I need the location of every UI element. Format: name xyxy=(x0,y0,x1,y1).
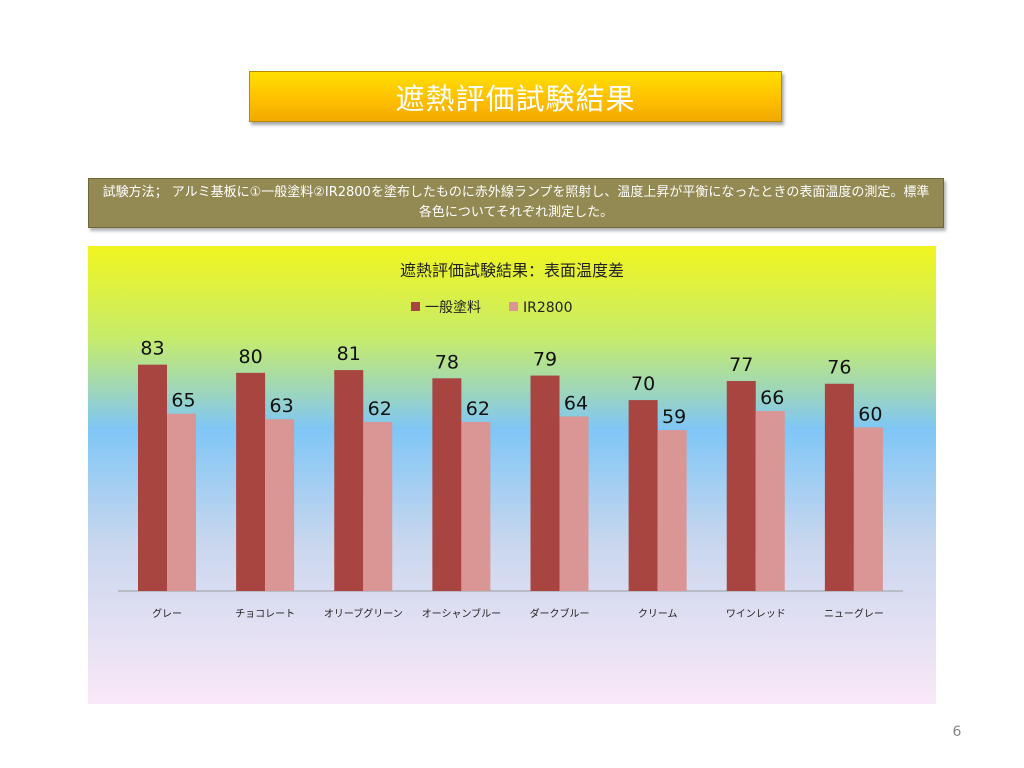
data-label-2-8: 60 xyxy=(858,403,882,425)
bar-1-4 xyxy=(432,378,462,591)
legend-swatch-2 xyxy=(509,302,518,311)
legend-label-1: 一般塗料 xyxy=(425,299,481,316)
category-label-4: オーシャンブルー xyxy=(422,607,502,620)
data-label-1-5: 79 xyxy=(533,349,557,371)
legend-label-2: IR2800 xyxy=(523,300,573,316)
bar-2-1 xyxy=(167,413,196,591)
category-label-1: グレー xyxy=(152,607,182,620)
bar-2-3 xyxy=(363,421,393,591)
data-label-2-6: 59 xyxy=(662,406,686,428)
bar-1-3 xyxy=(334,370,364,591)
bar-2-5 xyxy=(559,416,589,591)
bar-2-2 xyxy=(265,419,295,591)
bar-1-1 xyxy=(138,364,167,591)
bar-1-8 xyxy=(824,383,854,591)
category-label-2: チョコレート xyxy=(235,608,295,620)
category-label-8: ニューグレー xyxy=(824,607,884,620)
data-label-1-7: 77 xyxy=(729,354,753,376)
category-label-3: オリーブグリーン xyxy=(324,607,403,620)
test-method-box: 試験方法； アルミ基板に①一般塗料②IR2800を塗布したものに赤外線ランプを照… xyxy=(88,178,944,228)
bar-2-8 xyxy=(853,427,883,591)
bar-2-6 xyxy=(657,430,687,591)
category-label-7: ワインレッド xyxy=(726,609,786,620)
bar-1-2 xyxy=(236,372,266,591)
bar-2-4 xyxy=(461,421,491,591)
data-label-1-4: 78 xyxy=(435,351,459,373)
slide-title-box: 遮熱評価試験結果 xyxy=(249,71,782,122)
category-label-5: ダークブルー xyxy=(530,607,590,620)
test-method-text: 試験方法； アルミ基板に①一般塗料②IR2800を塗布したものに赤外線ランプを照… xyxy=(102,185,930,220)
slide-title: 遮熱評価試験結果 xyxy=(395,81,636,116)
data-label-1-8: 76 xyxy=(827,357,851,379)
data-label-1-2: 80 xyxy=(239,346,263,368)
page-number: 6 xyxy=(952,724,962,740)
legend-swatch-1 xyxy=(411,302,420,311)
data-label-2-5: 64 xyxy=(564,392,588,414)
chart-area: 遮熱評価試験結果：表面温度差一般塗料 IR2800 83 65 グレー 80 63 チョコレー… xyxy=(88,246,936,704)
data-label-2-2: 63 xyxy=(270,395,294,417)
data-label-1-3: 81 xyxy=(337,343,361,365)
data-label-2-4: 62 xyxy=(466,398,490,420)
chart-title: 遮熱評価試験結果：表面温度差 xyxy=(400,261,624,280)
category-label-6: クリーム xyxy=(638,608,678,620)
data-label-2-1: 65 xyxy=(171,390,195,412)
data-label-2-3: 62 xyxy=(368,398,392,420)
data-label-1-1: 83 xyxy=(140,338,164,360)
bar-1-5 xyxy=(530,375,560,591)
data-label-1-6: 70 xyxy=(631,373,655,395)
bar-1-6 xyxy=(628,400,658,591)
bar-1-7 xyxy=(726,381,756,591)
bar-2-7 xyxy=(755,411,785,591)
data-label-2-7: 66 xyxy=(760,387,784,409)
